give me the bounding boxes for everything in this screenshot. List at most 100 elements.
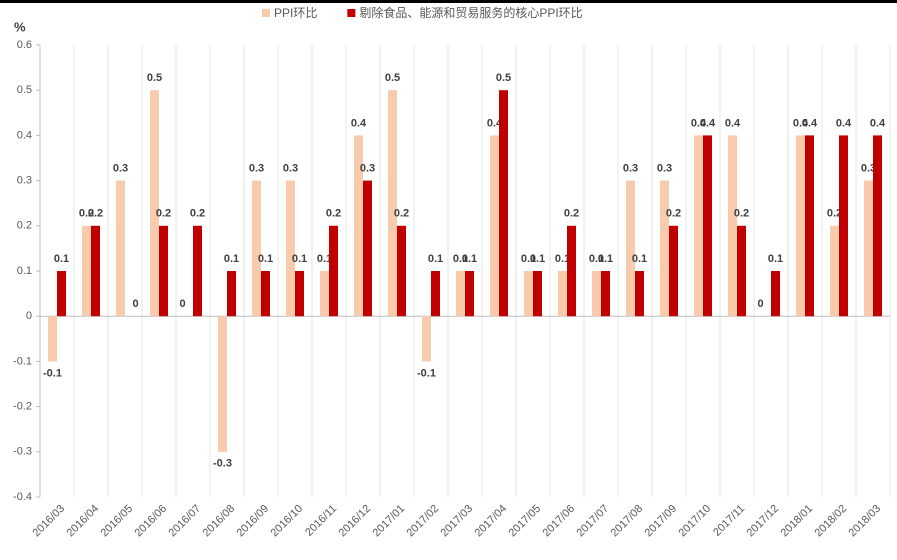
- data-label: 0.4: [351, 117, 367, 129]
- data-label: 0: [757, 298, 763, 310]
- bar: [558, 271, 567, 317]
- bar: [601, 271, 610, 317]
- bar: [159, 225, 168, 317]
- bar: [771, 271, 780, 317]
- data-label: 0.3: [360, 163, 375, 175]
- bar: [635, 271, 644, 317]
- bar: [286, 180, 295, 317]
- bar: [703, 135, 712, 317]
- bar: [320, 271, 329, 317]
- data-label: 0.4: [487, 117, 503, 129]
- x-tick-label: 2016/07: [167, 503, 204, 540]
- bar: [660, 180, 669, 317]
- bar: [295, 271, 304, 317]
- bar: [252, 180, 261, 317]
- data-label: 0.2: [734, 208, 749, 220]
- bar: [363, 180, 372, 317]
- bar: [82, 225, 91, 317]
- data-label: 0.1: [224, 253, 239, 265]
- x-tick-label: 2016/10: [269, 503, 306, 540]
- data-label: 0.1: [258, 253, 273, 265]
- x-tick-label: 2017/07: [575, 503, 612, 540]
- bar: [150, 90, 159, 317]
- bar: [499, 90, 508, 317]
- x-tick-label: 2017/09: [643, 503, 680, 540]
- bar: [805, 135, 814, 317]
- y-tick-label: -0.2: [13, 401, 32, 413]
- data-label: 0.5: [385, 72, 400, 84]
- data-label: 0.4: [700, 117, 716, 129]
- bar: [422, 316, 431, 362]
- data-label: 0.1: [589, 253, 604, 265]
- bar: [592, 271, 601, 317]
- bar: [567, 225, 576, 317]
- x-tick-label: 2017/08: [609, 503, 646, 540]
- bar: [728, 135, 737, 317]
- x-tick-label: 2016/09: [235, 503, 272, 540]
- bar: [737, 225, 746, 317]
- data-label: 0: [132, 298, 138, 310]
- y-tick-label: 0.1: [17, 265, 32, 277]
- bar: [830, 225, 839, 317]
- bar: [431, 271, 440, 317]
- bar: [465, 271, 474, 317]
- data-label: 0.3: [283, 163, 298, 175]
- data-label: 0.4: [836, 117, 852, 129]
- bar: [218, 316, 227, 452]
- data-label: 0.1: [632, 253, 647, 265]
- data-label: 0.3: [657, 163, 672, 175]
- x-tick-label: 2017/10: [677, 503, 714, 540]
- data-label: 0.1: [317, 253, 332, 265]
- x-tick-label: 2016/11: [303, 503, 339, 539]
- bar: [354, 135, 363, 317]
- legend-swatch: [347, 9, 356, 17]
- data-label: 0.1: [428, 253, 443, 265]
- data-label: 0.4: [691, 117, 707, 129]
- x-tick-label: 2017/11: [711, 503, 747, 539]
- x-tick-label: 2017/04: [473, 503, 510, 540]
- legend-label: PPI环比: [274, 6, 317, 20]
- y-tick-label: 0.4: [17, 129, 32, 141]
- bar: [388, 90, 397, 317]
- data-label: 0.2: [827, 208, 842, 220]
- data-label: 0.1: [598, 253, 613, 265]
- bar: [397, 225, 406, 317]
- data-label: 0.2: [79, 208, 94, 220]
- bar: [694, 135, 703, 317]
- x-tick-label: 2016/03: [31, 503, 68, 540]
- x-tick-label: 2016/12: [337, 503, 374, 540]
- data-label: 0.1: [521, 253, 536, 265]
- x-tick-label: 2017/01: [371, 503, 408, 540]
- y-tick-label: -0.3: [13, 446, 32, 458]
- x-tick-label: 2018/02: [813, 503, 850, 540]
- bar: [227, 271, 236, 317]
- x-tick-label: 2016/06: [133, 503, 170, 540]
- data-label: 0.3: [113, 163, 128, 175]
- bar: [796, 135, 805, 317]
- data-label: 0.2: [394, 208, 409, 220]
- bar: [57, 271, 66, 317]
- data-label: 0.1: [555, 253, 570, 265]
- x-tick-label: 2017/02: [405, 503, 442, 540]
- bar: [873, 135, 882, 317]
- data-label: 0.2: [564, 208, 579, 220]
- data-label: -0.1: [417, 367, 436, 379]
- x-tick-label: 2016/05: [99, 503, 136, 540]
- data-label: 0.1: [462, 253, 477, 265]
- bar: [91, 225, 100, 317]
- data-label: 0.1: [453, 253, 468, 265]
- bar: [524, 271, 533, 317]
- data-label: 0.5: [496, 72, 511, 84]
- top-border: [0, 0, 897, 3]
- data-label: 0.1: [54, 253, 69, 265]
- x-tick-label: 2018/03: [847, 503, 884, 540]
- y-tick-label: -0.4: [13, 491, 32, 503]
- x-tick-label: 2017/06: [541, 503, 578, 540]
- y-axis-label: %: [14, 19, 26, 34]
- data-label: -0.1: [43, 367, 62, 379]
- bar: [193, 225, 202, 317]
- bar: [48, 316, 57, 362]
- data-label: 0.4: [793, 117, 809, 129]
- bar: [456, 271, 465, 317]
